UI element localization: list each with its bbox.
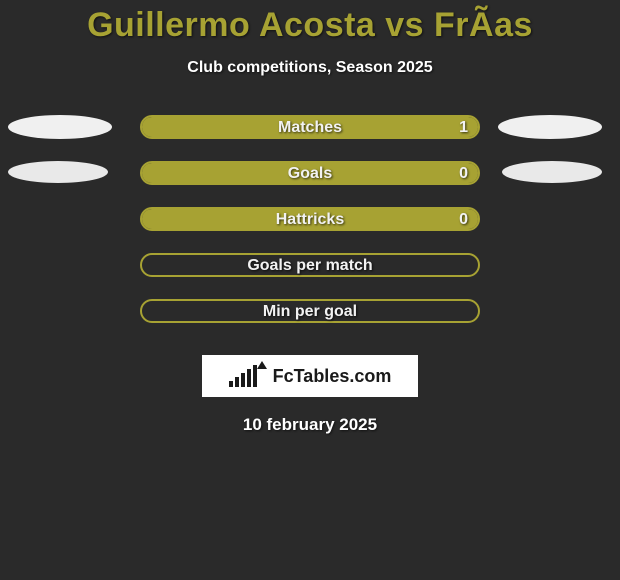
stat-row: Min per goal — [0, 299, 620, 345]
branding-bar-segment — [235, 377, 239, 387]
footer-date: 10 february 2025 — [0, 415, 620, 435]
player-right-ellipse — [498, 115, 602, 139]
stat-bar: Goals per match — [140, 253, 480, 277]
stat-bar: Min per goal — [140, 299, 480, 323]
branding-bar-segment — [247, 369, 251, 387]
stat-bar: Goals0 — [140, 161, 480, 185]
stat-label: Min per goal — [142, 303, 478, 321]
player-left-ellipse — [8, 115, 112, 139]
branding-text: FcTables.com — [273, 366, 392, 387]
player-right-ellipse — [502, 161, 602, 183]
stat-label: Goals per match — [142, 257, 478, 275]
stats-container: Matches1 Goals0 Hattricks0 Goals per match M… — [0, 115, 620, 345]
branding-bars-icon — [229, 365, 269, 387]
branding-arrow-icon — [257, 361, 267, 369]
stat-bar: Hattricks0 — [140, 207, 480, 231]
page-subtitle: Club competitions, Season 2025 — [0, 59, 620, 77]
player-left-ellipse — [8, 161, 108, 183]
stat-row: Goals0 — [0, 161, 620, 207]
stat-bar-fill-right — [142, 163, 478, 183]
stat-bar-fill-right — [142, 117, 478, 137]
stat-row: Goals per match — [0, 253, 620, 299]
stat-bar-fill-right — [142, 209, 478, 229]
stat-row: Hattricks0 — [0, 207, 620, 253]
branding-box: FcTables.com — [202, 355, 418, 397]
stat-bar: Matches1 — [140, 115, 480, 139]
branding-bar-segment — [229, 381, 233, 387]
stat-row: Matches1 — [0, 115, 620, 161]
branding-bar-segment — [241, 373, 245, 387]
page-title: Guillermo Acosta vs FrÃ­as — [0, 0, 620, 45]
